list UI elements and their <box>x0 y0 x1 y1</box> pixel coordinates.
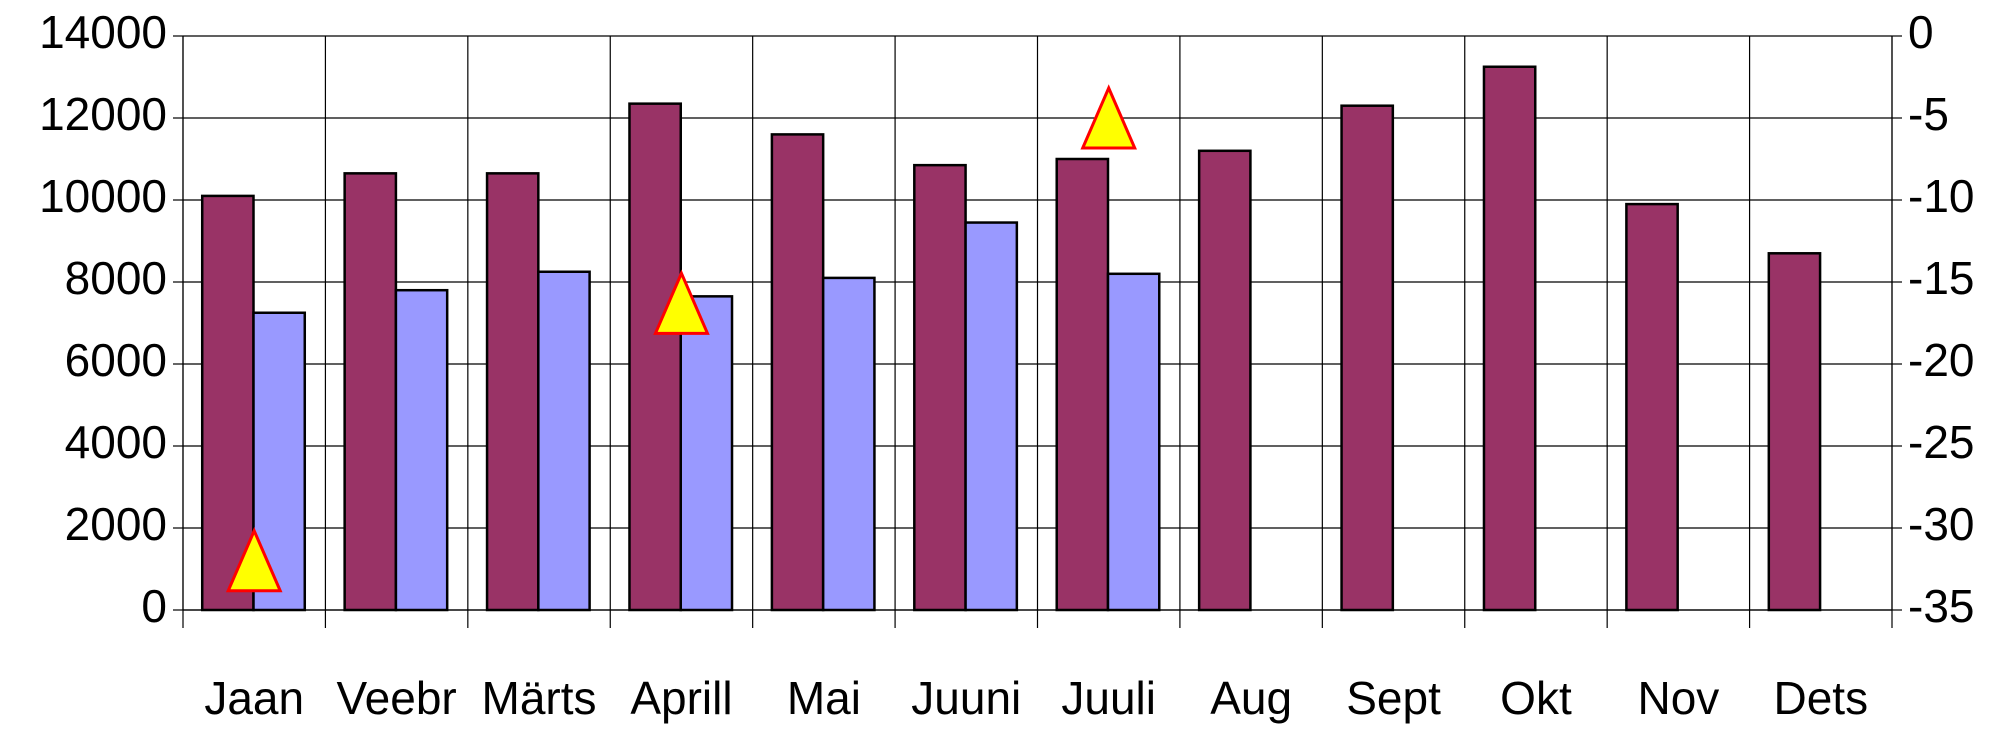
y2-tick-label: -10 <box>1908 170 1974 222</box>
y2-tick-label: -35 <box>1908 580 1974 632</box>
x-tick-label: Dets <box>1773 672 1868 724</box>
y2-tick-label: 0 <box>1908 6 1934 58</box>
x-tick-label: Jaan <box>204 672 304 724</box>
x-tick-label: Okt <box>1500 672 1572 724</box>
y-tick-label: 10000 <box>39 170 167 222</box>
triangle-marker <box>1080 84 1137 150</box>
bar <box>1340 104 1395 612</box>
y-tick-label: 12000 <box>39 88 167 140</box>
bar <box>1055 157 1110 612</box>
y2-tick-label: -25 <box>1908 416 1974 468</box>
bar <box>394 288 449 612</box>
bar <box>628 102 682 612</box>
bar <box>679 295 734 612</box>
bar <box>1767 252 1822 612</box>
y2-tick-label: -30 <box>1908 498 1974 550</box>
triangle-marker <box>225 527 283 593</box>
x-tick-label: Juuni <box>911 672 1021 724</box>
x-tick-label: Märts <box>482 672 597 724</box>
bar <box>485 172 540 612</box>
y2-tick-label: -15 <box>1908 252 1974 304</box>
bar <box>770 133 825 612</box>
y2-tick-label: -20 <box>1908 334 1974 386</box>
bar <box>537 270 591 612</box>
bar <box>1625 202 1679 612</box>
x-tick-label: Veebr <box>337 672 457 724</box>
x-tick-label: Juuli <box>1061 672 1156 724</box>
bar <box>964 221 1019 612</box>
bar <box>1106 272 1161 612</box>
y-tick-label: 4000 <box>65 416 167 468</box>
y-tick-label: 6000 <box>65 334 167 386</box>
bar <box>913 163 967 612</box>
bar <box>1482 65 1537 612</box>
y-tick-label: 2000 <box>65 498 167 550</box>
triangle-marker <box>653 269 710 335</box>
bar <box>821 276 876 612</box>
x-tick-label: Nov <box>1637 672 1719 724</box>
x-tick-label: Sept <box>1346 672 1441 724</box>
y-tick-label: 0 <box>141 580 167 632</box>
bar <box>1197 149 1252 612</box>
y-tick-label: 14000 <box>39 6 167 58</box>
x-tick-label: Mai <box>787 672 861 724</box>
x-tick-label: Aprill <box>630 672 732 724</box>
bar <box>343 172 398 612</box>
y2-tick-label: -5 <box>1908 88 1949 140</box>
x-tick-label: Aug <box>1210 672 1292 724</box>
bar <box>200 194 255 612</box>
y-tick-label: 8000 <box>65 252 167 304</box>
